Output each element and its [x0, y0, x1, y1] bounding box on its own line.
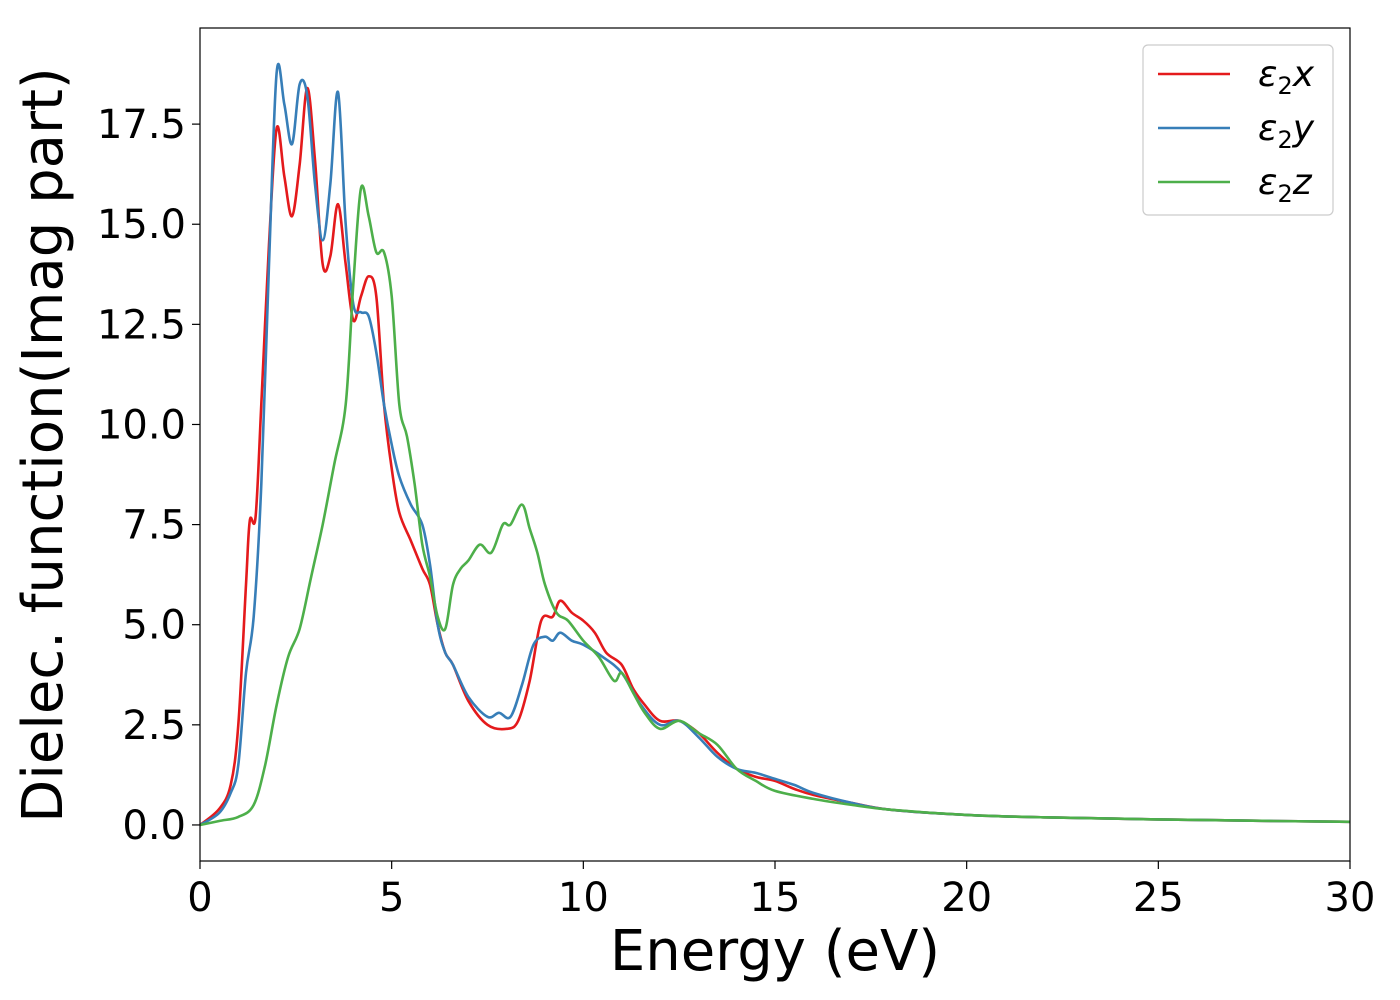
y-tick-label: 0.0 — [122, 803, 186, 849]
x-tick-label: 0 — [187, 875, 212, 921]
legend-label: ε2x — [1258, 54, 1315, 100]
legend: ε2x ε2y ε2z — [1142, 44, 1334, 216]
y-tick-label: 5.0 — [122, 603, 186, 649]
x-axis-label: Energy (eV) — [610, 919, 940, 984]
series-line-ε2y — [199, 62, 1351, 827]
series-lines — [199, 62, 1351, 827]
x-tick-label: 10 — [558, 875, 609, 921]
x-axis-ticks: 0 5 10 15 20 25 30 — [187, 861, 1375, 921]
legend-box — [1142, 44, 1334, 216]
y-tick-label: 12.5 — [97, 302, 186, 348]
series-line-ε2z — [199, 184, 1351, 827]
x-tick-label: 15 — [750, 875, 801, 921]
x-tick-label: 30 — [1325, 875, 1376, 921]
x-tick-label: 25 — [1133, 875, 1184, 921]
y-tick-label: 7.5 — [122, 503, 186, 549]
y-tick-label: 10.0 — [97, 402, 186, 448]
legend-label: ε2y — [1258, 108, 1315, 154]
y-axis-ticks: 0.0 2.5 5.0 7.5 10.0 12.5 15.0 17.5 — [97, 102, 200, 849]
y-tick-label: 2.5 — [122, 703, 186, 749]
x-tick-label: 20 — [941, 875, 992, 921]
y-tick-label: 15.0 — [97, 202, 186, 248]
y-axis-label: Dielec. function(Imag part) — [11, 67, 76, 823]
y-tick-label: 17.5 — [97, 102, 186, 148]
x-tick-label: 5 — [379, 875, 404, 921]
legend-label: ε2z — [1258, 162, 1313, 208]
